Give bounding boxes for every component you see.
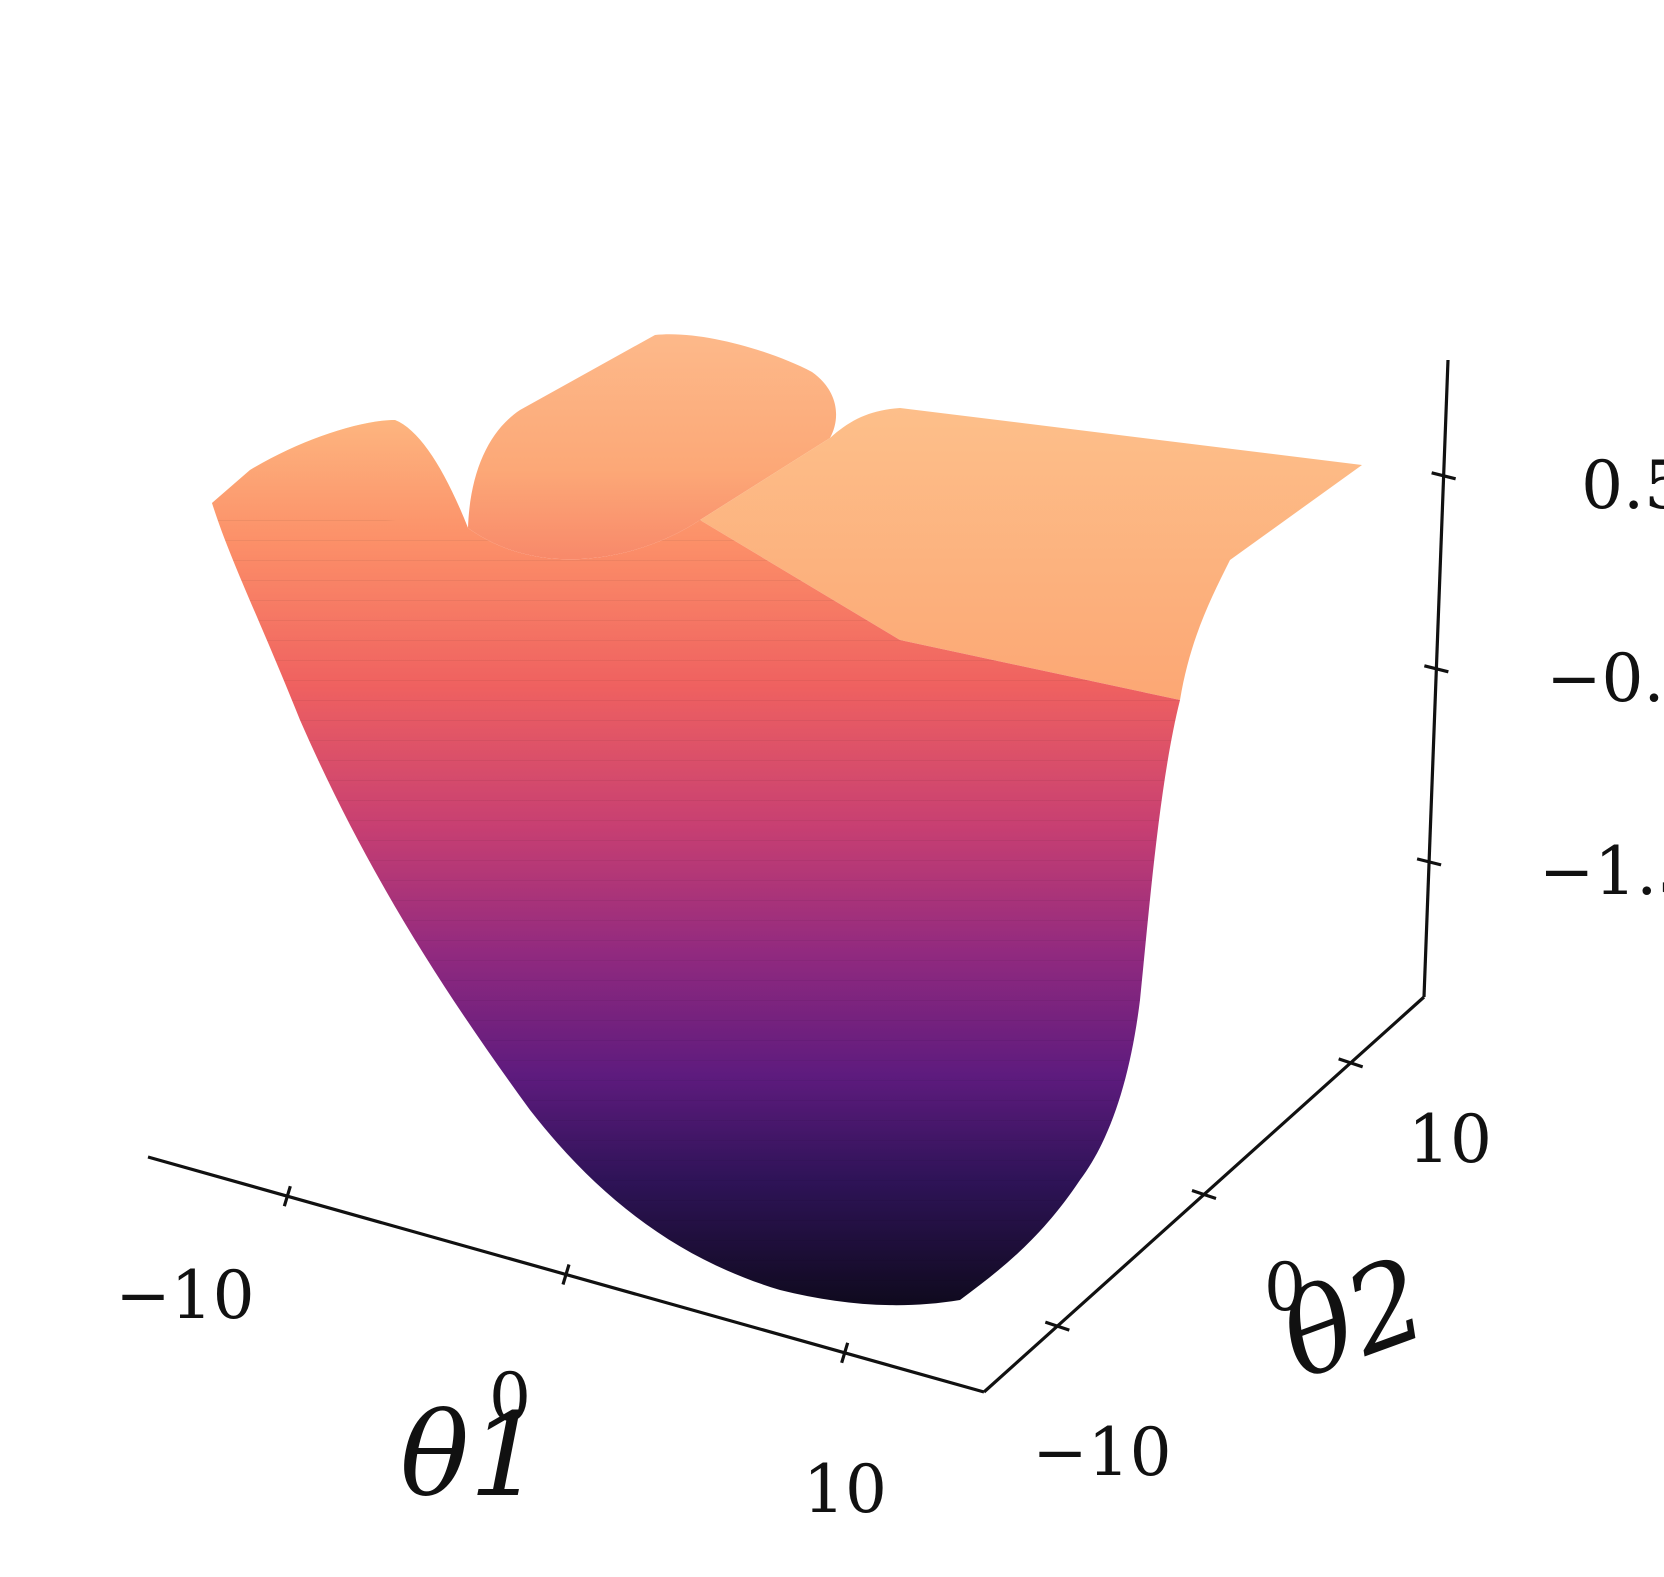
theta2-tick <box>1044 1320 1070 1332</box>
z-tick-label: −1.5 <box>1539 833 1664 910</box>
theta1-axis-label: θ1 <box>400 1389 542 1523</box>
z-tick <box>1423 664 1449 674</box>
axes: −10 0 10 −10 0 10 −1.5 −0.5 0.5 <box>115 359 1664 1528</box>
surface-ridge <box>468 334 837 560</box>
theta1-tick-label: 0 <box>489 1359 531 1436</box>
axis-tick-labels: −10 0 10 −10 0 10 −1.5 −0.5 0.5 <box>115 447 1664 1528</box>
theta1-tick-label: 10 <box>803 1451 887 1528</box>
theta2-tick <box>1191 1188 1217 1201</box>
surface-plateau <box>700 408 1362 700</box>
theta2-tick-label: −10 <box>1032 1414 1171 1491</box>
theta1-tick <box>561 1264 571 1285</box>
z-tick <box>1431 471 1457 481</box>
theta2-tick-label: 10 <box>1408 1101 1492 1178</box>
z-tick <box>1416 857 1442 867</box>
z-tick-label: −0.5 <box>1546 640 1664 717</box>
z-tick-label: 0.5 <box>1581 447 1664 524</box>
theta1-tick <box>840 1342 850 1364</box>
surface-grid-bands <box>212 503 1180 1306</box>
axis-ticks <box>282 471 1457 1364</box>
surface <box>212 334 1362 1306</box>
theta2-tick <box>1338 1057 1364 1069</box>
theta1-tick <box>282 1185 292 1207</box>
z-axis-line <box>1422 359 1450 998</box>
theta1-tick-label: −10 <box>115 1257 254 1334</box>
theta2-tick-label: 0 <box>1264 1249 1306 1326</box>
